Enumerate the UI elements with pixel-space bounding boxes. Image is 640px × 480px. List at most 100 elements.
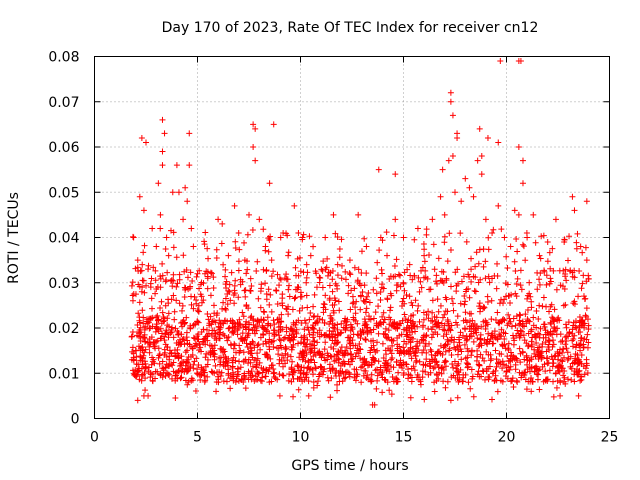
roti-point [174, 280, 181, 287]
roti-peak-point [517, 58, 524, 65]
roti-point [291, 295, 298, 302]
roti-point [151, 339, 158, 346]
roti-point [443, 277, 450, 284]
roti-point [307, 309, 314, 316]
roti-point [132, 347, 139, 354]
roti-point [549, 337, 556, 344]
roti-point [229, 363, 236, 370]
roti-point [372, 309, 379, 316]
roti-point [541, 361, 548, 368]
roti-point [547, 275, 554, 282]
roti-point [352, 353, 359, 360]
roti-point [289, 358, 296, 365]
roti-point [251, 324, 258, 331]
roti-point [464, 354, 471, 361]
roti-point [407, 345, 414, 352]
roti-point [142, 346, 149, 353]
roti-point [509, 323, 516, 330]
roti-point [139, 357, 146, 364]
roti-point [418, 284, 425, 291]
roti-point [210, 274, 217, 281]
roti-point [255, 370, 262, 377]
roti-point [205, 330, 212, 337]
roti-point [134, 322, 141, 329]
roti-point [176, 276, 183, 283]
roti-point [300, 370, 307, 377]
roti-point [292, 321, 299, 328]
roti-point [328, 353, 335, 360]
roti-point [522, 376, 529, 383]
roti-point [465, 348, 472, 355]
roti-point [499, 365, 506, 372]
roti-point [357, 355, 364, 362]
roti-point [352, 377, 359, 384]
roti-point [343, 343, 350, 350]
roti-point [296, 375, 303, 382]
roti-point [553, 384, 560, 391]
roti-point [353, 298, 360, 305]
roti-peak-point [497, 58, 504, 65]
roti-point [409, 302, 416, 309]
roti-point [202, 354, 209, 361]
roti-point [573, 341, 580, 348]
roti-point [575, 293, 582, 300]
roti-point [173, 283, 180, 290]
roti-point [501, 234, 508, 241]
roti-point [584, 331, 591, 338]
roti-point [512, 322, 519, 329]
roti-point [178, 368, 185, 375]
roti-point [543, 272, 550, 279]
roti-point [476, 300, 483, 307]
roti-point [181, 268, 188, 275]
roti-point [439, 351, 446, 358]
roti-point [562, 301, 569, 308]
roti-point [187, 269, 194, 276]
roti-point [297, 289, 304, 296]
roti-point [134, 257, 141, 264]
roti-point [441, 359, 448, 366]
roti-point [333, 372, 340, 379]
roti-point [148, 305, 155, 312]
roti-point [465, 379, 472, 386]
roti-peak-point [454, 130, 461, 137]
y-tick-label: 0.05 [48, 185, 79, 201]
roti-point [530, 314, 537, 321]
roti-point [178, 340, 185, 347]
roti-point [412, 343, 419, 350]
roti-point [410, 363, 417, 370]
roti-point [431, 266, 438, 273]
roti-point [576, 360, 583, 367]
roti-point [430, 365, 437, 372]
roti-point [575, 329, 582, 336]
roti-point [136, 299, 143, 306]
roti-point [260, 308, 267, 315]
roti-point [152, 267, 159, 274]
roti-point [517, 282, 524, 289]
roti-point [581, 371, 588, 378]
roti-point [448, 351, 455, 358]
roti-point [394, 347, 401, 354]
roti-point [274, 271, 281, 278]
roti-point [138, 365, 145, 372]
roti-point [203, 350, 210, 357]
roti-point [236, 358, 243, 365]
roti-point [432, 329, 439, 336]
roti-point [155, 328, 162, 335]
roti-point [228, 269, 235, 276]
roti-point [161, 337, 168, 344]
roti-point [138, 288, 145, 295]
roti-point [362, 309, 369, 316]
roti-point [145, 266, 152, 273]
roti-point [179, 307, 186, 314]
roti-point [161, 346, 168, 353]
roti-point [414, 225, 421, 232]
roti-point [159, 330, 166, 337]
roti-point [552, 216, 559, 223]
roti-point [454, 362, 461, 369]
roti-point [570, 319, 577, 326]
roti-point [135, 310, 142, 317]
roti-point [546, 280, 553, 287]
roti-point [225, 252, 232, 259]
roti-point [329, 288, 336, 295]
roti-point [194, 270, 201, 277]
